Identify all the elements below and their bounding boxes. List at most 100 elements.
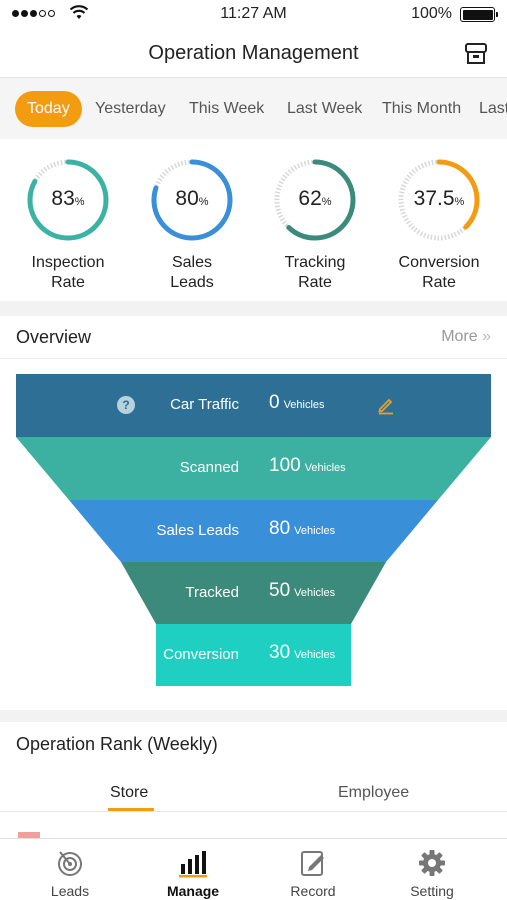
gauge: 62% [272, 157, 358, 243]
date-filter-tabs: Today Yesterday This Week Last Week This… [0, 79, 507, 139]
tab-store[interactable]: Store [110, 784, 149, 801]
metric-label-line: Rate [51, 274, 85, 291]
tab-last-month[interactable]: Last Month [479, 100, 507, 117]
gauge: 37.5% [396, 157, 482, 243]
funnel-label: Car Traffic [170, 396, 239, 413]
funnel-segment-car-traffic[interactable] [16, 374, 491, 437]
funnel-segment-conversion[interactable] [156, 624, 351, 686]
gauge-unit: % [74, 196, 85, 208]
battery-percent: 100% [411, 5, 452, 22]
bottom-tab-bar: Leads Manage Record Setti [0, 838, 507, 900]
funnel-label: Conversion [163, 646, 239, 663]
metric-label-line: Tracking [284, 254, 346, 271]
funnel-row: ? Car Traffic 0 Vehicles [16, 374, 491, 436]
funnel-row: Conversion 30 Vehicles [16, 624, 491, 686]
funnel-value: 0 [269, 392, 280, 413]
metric-label: Tracking Rate [255, 253, 375, 293]
tab-yesterday[interactable]: Yesterday [95, 100, 166, 117]
tab-today[interactable]: Today [15, 91, 82, 127]
status-time: 11:27 AM [220, 5, 287, 22]
tab-leads[interactable]: Leads [7, 839, 133, 900]
funnel-unit: Vehicles [283, 399, 325, 411]
metrics-panel: 83% Inspection Rate 80% Sales Leads 62% … [0, 139, 507, 301]
gauge-unit: % [454, 196, 465, 208]
gauge-ring [274, 159, 356, 241]
funnel-unit: Vehicles [294, 649, 336, 661]
gauge-value: 83 [51, 187, 75, 210]
metric-sales-leads[interactable]: 80% Sales Leads [132, 157, 252, 293]
tab-label: Manage [166, 883, 220, 899]
funnel-value: 30 [269, 642, 291, 663]
funnel-label: Tracked [185, 584, 239, 601]
page-title: Operation Management [148, 42, 359, 64]
gear-icon [419, 850, 445, 876]
gauge-ring [398, 159, 480, 241]
funnel-value: 100 [269, 455, 301, 476]
metric-label-line: Sales [171, 254, 213, 271]
battery-icon [460, 7, 498, 22]
metric-conversion-rate[interactable]: 37.5% Conversion Rate [379, 157, 499, 293]
status-bar: 11:27 AM 100% [0, 0, 507, 28]
more-link[interactable]: More » [441, 328, 491, 346]
funnel-unit: Vehicles [294, 587, 336, 599]
funnel-row: Scanned 100 Vehicles [16, 437, 491, 499]
tab-manage[interactable]: Manage [130, 839, 256, 900]
operation-rank-section: Operation Rank (Weekly) Store Employee [0, 722, 507, 842]
metric-label-line: Rate [298, 274, 332, 291]
rank-badge [18, 832, 40, 842]
overview-section: Overview More » ? Car Traffic 0 Vehicles … [0, 316, 507, 710]
metric-label-line: Rate [422, 274, 456, 291]
gauge-progress-arc [274, 159, 356, 241]
funnel-label: Scanned [179, 459, 239, 476]
rank-title: Operation Rank (Weekly) [16, 734, 218, 754]
funnel-unit: Vehicles [304, 462, 346, 474]
nav-bar: Operation Management [0, 28, 507, 78]
funnel-segment-scanned[interactable] [16, 437, 491, 500]
funnel-value: 50 [269, 580, 291, 601]
help-icon[interactable]: ? [117, 396, 135, 414]
funnel-segment-tracked[interactable] [121, 562, 386, 624]
tab-label: Record [290, 883, 336, 899]
funnel-segment-sales-leads[interactable] [69, 500, 438, 562]
bar-chart-icon [179, 851, 207, 878]
rank-tabs: Store Employee [0, 772, 507, 812]
gauge-value: 62 [298, 187, 322, 210]
metric-label-line: Leads [170, 274, 214, 291]
tab-record[interactable]: Record [250, 839, 376, 900]
target-icon [58, 851, 82, 876]
funnel-unit: Vehicles [294, 525, 336, 537]
tab-label: Leads [50, 883, 90, 899]
overview-title: Overview [16, 327, 92, 347]
signal-strength-icon [12, 10, 55, 17]
metric-label-line: Conversion [398, 254, 480, 271]
gauge-progress-arc [151, 159, 233, 241]
edit-icon[interactable] [376, 395, 396, 415]
metric-tracking-rate[interactable]: 62% Tracking Rate [255, 157, 375, 293]
gauge-progress-arc [398, 159, 480, 241]
metric-label: Sales Leads [132, 253, 252, 293]
gauge-ring [27, 159, 109, 241]
tab-setting[interactable]: Setting [369, 839, 495, 900]
metric-inspection-rate[interactable]: 83% Inspection Rate [8, 157, 128, 293]
gauge: 80% [149, 157, 235, 243]
funnel-label: Sales Leads [156, 522, 239, 539]
tab-employee[interactable]: Employee [338, 784, 410, 801]
edit-note-icon [301, 851, 324, 876]
metric-label: Conversion Rate [379, 253, 499, 293]
active-tab-indicator [108, 808, 154, 811]
gauge-unit: % [321, 196, 332, 208]
overview-header: Overview More » [0, 316, 507, 359]
gauge: 83% [25, 157, 111, 243]
wifi-icon [69, 5, 89, 19]
tab-label: Setting [410, 883, 454, 899]
gauge-value: 80 [175, 187, 199, 210]
more-label: More [441, 328, 478, 345]
gauge-progress-arc [27, 159, 109, 241]
tab-this-week[interactable]: This Week [189, 100, 265, 117]
tab-last-week[interactable]: Last Week [287, 100, 363, 117]
gauge-unit: % [198, 196, 209, 208]
metric-label-line: Inspection [31, 254, 105, 271]
funnel-row: Tracked 50 Vehicles [16, 562, 491, 624]
tab-this-month[interactable]: This Month [382, 100, 462, 117]
store-icon[interactable] [463, 42, 489, 66]
